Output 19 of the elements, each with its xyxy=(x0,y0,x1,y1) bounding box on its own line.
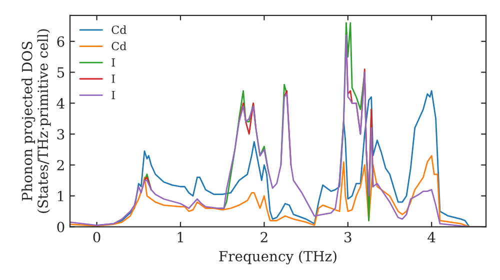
x-tick-label: 3 xyxy=(344,232,352,242)
legend-label: Cd xyxy=(112,25,126,34)
y-tick-label: 3 xyxy=(57,129,64,140)
legend-label: Cd xyxy=(112,42,126,50)
y-tick-label: 0 xyxy=(57,222,64,232)
y-tick-label: 5 xyxy=(57,67,64,78)
x-tick-label: 4 xyxy=(428,232,436,242)
y-tick-label: 4 xyxy=(56,98,64,108)
legend-label: I xyxy=(112,74,115,83)
x-tick-label: 0 xyxy=(93,232,100,242)
x-axis-title: Frequency (THz) xyxy=(219,250,336,264)
x-tick-label: 1 xyxy=(178,232,183,242)
legend-label: I xyxy=(112,58,115,66)
x-tick-label: 2 xyxy=(260,232,268,242)
y-tick-label: 1 xyxy=(58,190,64,202)
y-axis-title: Phonon projected DOS (States/THz·primitive cell) xyxy=(22,29,51,213)
legend-label: I xyxy=(112,90,115,100)
y-tick-label: 2 xyxy=(57,160,64,170)
y-tick-label: 6 xyxy=(57,36,64,47)
